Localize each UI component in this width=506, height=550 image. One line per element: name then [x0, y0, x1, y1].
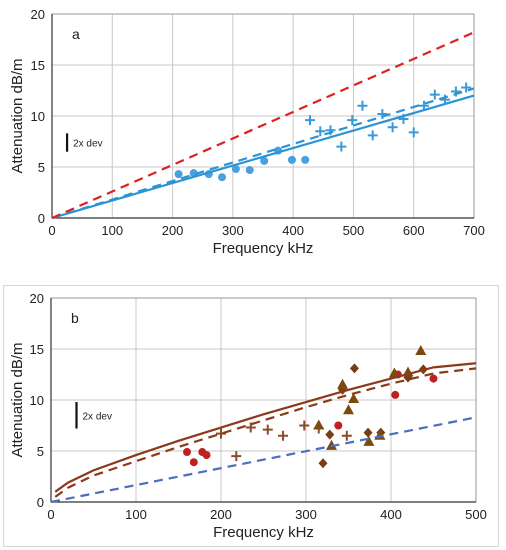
data-point-circle — [183, 448, 191, 457]
x-tick-label: 700 — [463, 223, 485, 238]
data-point-plus — [336, 141, 347, 152]
data-point-circle — [231, 165, 240, 174]
data-point-plus — [245, 422, 256, 433]
data-point-diamond — [318, 458, 328, 469]
y-tick-label: 20 — [31, 7, 45, 22]
data-point-circle — [391, 390, 400, 399]
x-tick-label: 300 — [222, 223, 244, 238]
x-tick-label: 0 — [47, 507, 54, 522]
data-point-plus — [367, 130, 378, 141]
x-tick-label: 200 — [210, 507, 232, 522]
y-tick-label: 15 — [30, 342, 44, 357]
y-tick-label: 20 — [30, 291, 44, 306]
x-tick-label: 100 — [101, 223, 123, 238]
data-point-circle — [287, 155, 296, 164]
data-point-triangle — [363, 435, 375, 446]
dev-label: 2x dev — [83, 411, 112, 422]
data-point-triangle — [415, 345, 427, 356]
chart-b-frame — [3, 285, 499, 547]
dashed-fit-line — [50, 416, 477, 504]
data-point-plus — [262, 424, 273, 435]
data-point-plus — [315, 126, 326, 137]
y-tick-label: 5 — [37, 444, 44, 459]
data-point-plus — [347, 115, 358, 126]
chart-a-svg: 0 100 200 300 400 500 600 700 0 5 10 15 20 Frequency … — [9, 7, 485, 257]
data-point-triangle — [348, 392, 360, 403]
dashed-fit-line — [51, 31, 475, 220]
data-point-circle — [218, 173, 227, 182]
data-point-plus — [305, 115, 316, 126]
data-point-plus — [278, 430, 289, 441]
data-point-plus — [299, 420, 310, 431]
data-point-plus — [461, 82, 472, 93]
y-tick-label: 5 — [38, 160, 45, 175]
panel-label: b — [71, 310, 79, 326]
y-axis-label: Attenuation dB/m — [9, 58, 26, 173]
x-tick-label: 500 — [465, 507, 487, 522]
x-tick-label: 0 — [48, 223, 55, 238]
y-tick-label: 0 — [38, 211, 45, 226]
data-point-circle — [189, 458, 198, 467]
data-point-plus — [231, 451, 242, 462]
data-point-plus — [429, 89, 440, 100]
data-point-triangle — [326, 439, 337, 450]
data-point-circle — [174, 170, 183, 179]
x-tick-label: 100 — [125, 507, 147, 522]
dev-label: 2x dev — [73, 139, 102, 150]
x-tick-label: 500 — [343, 223, 365, 238]
dashed-fit-line — [51, 87, 475, 220]
x-tick-label: 400 — [282, 223, 304, 238]
solid-fit-line — [54, 362, 477, 493]
data-point-triangle — [343, 404, 354, 415]
panel-label: a — [72, 26, 80, 42]
x-axis-label: Frequency kHz — [213, 524, 314, 541]
data-point-plus — [408, 127, 419, 138]
data-point-plus — [387, 122, 398, 133]
data-point-diamond — [349, 363, 359, 374]
data-point-triangle — [313, 419, 325, 430]
y-tick-label: 0 — [37, 495, 44, 510]
data-point-circle — [334, 421, 343, 430]
data-point-plus — [341, 430, 352, 441]
data-point-circle — [260, 156, 269, 165]
data-point-circle — [245, 166, 254, 175]
solid-fit-line — [51, 94, 475, 220]
chart-panel-b: 0 100 200 300 400 500 0 5 10 15 20 Frequency kHz Att… — [0, 283, 506, 550]
x-tick-label: 200 — [162, 223, 184, 238]
x-tick-label: 300 — [295, 507, 317, 522]
y-tick-label: 15 — [31, 58, 45, 73]
y-axis-label: Attenuation dB/m — [9, 342, 26, 457]
x-tick-label: 600 — [403, 223, 425, 238]
data-point-plus — [357, 100, 368, 111]
dashed-fit-line — [54, 367, 477, 498]
y-tick-label: 10 — [30, 393, 44, 408]
x-axis-label: Frequency kHz — [213, 240, 314, 257]
chart-b-svg: 0 100 200 300 400 500 0 5 10 15 20 Frequency kHz Att… — [9, 291, 487, 541]
data-point-circle — [189, 169, 198, 178]
chart-panel-a: 0 100 200 300 400 500 600 700 0 5 10 15 20 Frequency … — [0, 0, 506, 270]
data-point-circle — [202, 451, 211, 460]
data-point-triangle — [337, 378, 349, 389]
x-tick-label: 400 — [380, 507, 402, 522]
data-point-circle — [301, 155, 310, 164]
y-tick-label: 10 — [31, 109, 45, 124]
data-point-circle — [429, 374, 438, 383]
data-point-diamond — [363, 427, 373, 438]
data-point-diamond — [325, 429, 335, 440]
data-point-triangle — [388, 367, 400, 378]
